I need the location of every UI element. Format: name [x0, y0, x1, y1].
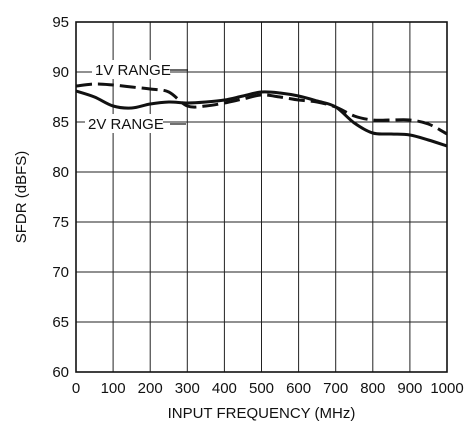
x-tick-label: 600	[286, 380, 311, 397]
y-tick-label: 85	[52, 114, 69, 131]
series-line-1v-range	[75, 82, 448, 136]
annotation-1v-range: 1V RANGE	[95, 62, 171, 79]
y-tick-label: 90	[52, 64, 69, 81]
x-tick-label: 700	[323, 380, 348, 397]
y-tick-label: 65	[52, 314, 69, 331]
x-tick-label: 500	[249, 380, 274, 397]
x-tick-label: 800	[360, 380, 385, 397]
x-tick-label: 200	[138, 380, 163, 397]
annotation-2v-range-background	[85, 114, 163, 133]
annotations: 1V RANGE 2V RANGE	[85, 60, 188, 133]
y-tick-label: 80	[52, 164, 69, 181]
x-tick-labels: 0 100 200 300 400 500 600 700 800 900 1000	[72, 380, 464, 397]
y-tick-label: 60	[52, 364, 69, 381]
plot-frame	[75, 21, 448, 373]
x-tick-label: 900	[397, 380, 422, 397]
x-tick-label: 400	[212, 380, 237, 397]
y-tick-label: 95	[52, 14, 69, 31]
series-lines	[75, 82, 448, 148]
x-tick-label: 0	[72, 380, 80, 397]
x-axis-label: INPUT FREQUENCY (MHz)	[168, 405, 356, 422]
series-line-2v-range	[75, 89, 448, 148]
annotation-1v-range-background	[92, 60, 170, 79]
annotation-2v-range: 2V RANGE	[88, 116, 164, 133]
x-tick-label: 300	[175, 380, 200, 397]
x-tick-label: 1000	[430, 380, 463, 397]
y-tick-labels: 60 65 70 75 80 85 90 95	[52, 14, 69, 381]
y-tick-label: 70	[52, 264, 69, 281]
y-tick-label: 75	[52, 214, 69, 231]
y-axis-label: SFDR (dBFS)	[13, 151, 30, 244]
x-tick-label: 100	[101, 380, 126, 397]
